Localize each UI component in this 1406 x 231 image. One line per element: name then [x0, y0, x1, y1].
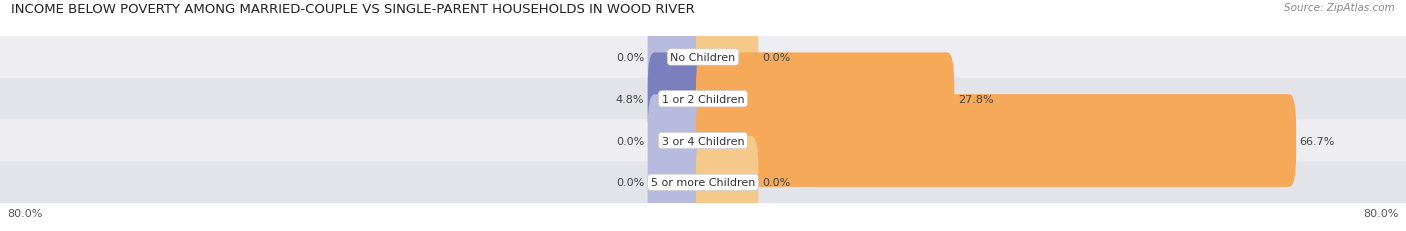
FancyBboxPatch shape: [696, 95, 1296, 187]
FancyBboxPatch shape: [696, 53, 955, 146]
Text: Source: ZipAtlas.com: Source: ZipAtlas.com: [1284, 3, 1395, 13]
FancyBboxPatch shape: [0, 79, 1406, 120]
FancyBboxPatch shape: [648, 95, 710, 187]
FancyBboxPatch shape: [0, 162, 1406, 203]
FancyBboxPatch shape: [0, 120, 1406, 162]
Text: 0.0%: 0.0%: [616, 136, 644, 146]
FancyBboxPatch shape: [648, 53, 710, 146]
Text: 1 or 2 Children: 1 or 2 Children: [662, 94, 744, 104]
Text: 4.8%: 4.8%: [616, 94, 644, 104]
FancyBboxPatch shape: [696, 12, 758, 104]
Text: 0.0%: 0.0%: [616, 177, 644, 188]
Text: 3 or 4 Children: 3 or 4 Children: [662, 136, 744, 146]
Text: 0.0%: 0.0%: [762, 53, 790, 63]
FancyBboxPatch shape: [648, 12, 710, 104]
Text: 80.0%: 80.0%: [7, 208, 42, 218]
FancyBboxPatch shape: [0, 37, 1406, 79]
Text: 27.8%: 27.8%: [957, 94, 994, 104]
FancyBboxPatch shape: [648, 136, 710, 229]
Text: No Children: No Children: [671, 53, 735, 63]
Text: 5 or more Children: 5 or more Children: [651, 177, 755, 188]
Text: INCOME BELOW POVERTY AMONG MARRIED-COUPLE VS SINGLE-PARENT HOUSEHOLDS IN WOOD RI: INCOME BELOW POVERTY AMONG MARRIED-COUPL…: [11, 3, 695, 16]
FancyBboxPatch shape: [696, 136, 758, 229]
Text: 0.0%: 0.0%: [616, 53, 644, 63]
Text: 0.0%: 0.0%: [762, 177, 790, 188]
Text: 66.7%: 66.7%: [1299, 136, 1336, 146]
Text: 80.0%: 80.0%: [1364, 208, 1399, 218]
